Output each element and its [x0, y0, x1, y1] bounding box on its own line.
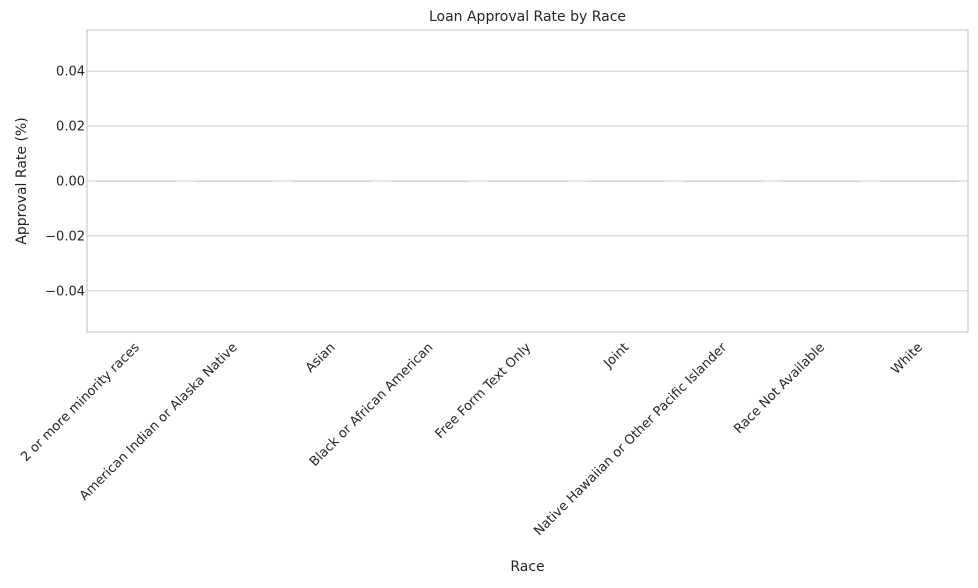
bar: [96, 181, 176, 183]
y-tick-label: 0.02: [56, 120, 85, 135]
x-tick-label: Joint: [601, 340, 633, 372]
y-tick-label: 0.04: [56, 65, 85, 80]
x-tick-label: Native Hawaiian or Other Pacific Islande…: [531, 340, 730, 539]
x-tick-label: White: [889, 340, 926, 377]
bar: [194, 181, 273, 183]
x-tick-label: American Indian or Alaska Native: [77, 340, 241, 504]
bar: [684, 181, 763, 183]
y-tick-labels: −0.04 −0.02 0.00 0.02 0.04: [45, 65, 85, 300]
y-tick-label: −0.04: [45, 284, 85, 299]
bar: [488, 181, 567, 183]
y-axis-label: Approval Rate (%): [14, 117, 30, 244]
y-tick-label: 0.00: [56, 175, 85, 190]
x-tick-label: Race Not Available: [731, 340, 828, 437]
x-axis-label: Race: [510, 559, 544, 575]
bar: [879, 181, 959, 183]
bar: [292, 181, 371, 183]
bars: [96, 181, 959, 183]
bar: [782, 181, 861, 183]
chart-title: Loan Approval Rate by Race: [429, 9, 626, 25]
x-tick-label: Asian: [303, 340, 339, 376]
plot-frame: [86, 29, 969, 333]
bar: [586, 181, 665, 183]
x-tick-label: Free Form Text Only: [433, 340, 535, 442]
bar: [390, 181, 469, 183]
y-tick-label: −0.02: [45, 229, 85, 244]
